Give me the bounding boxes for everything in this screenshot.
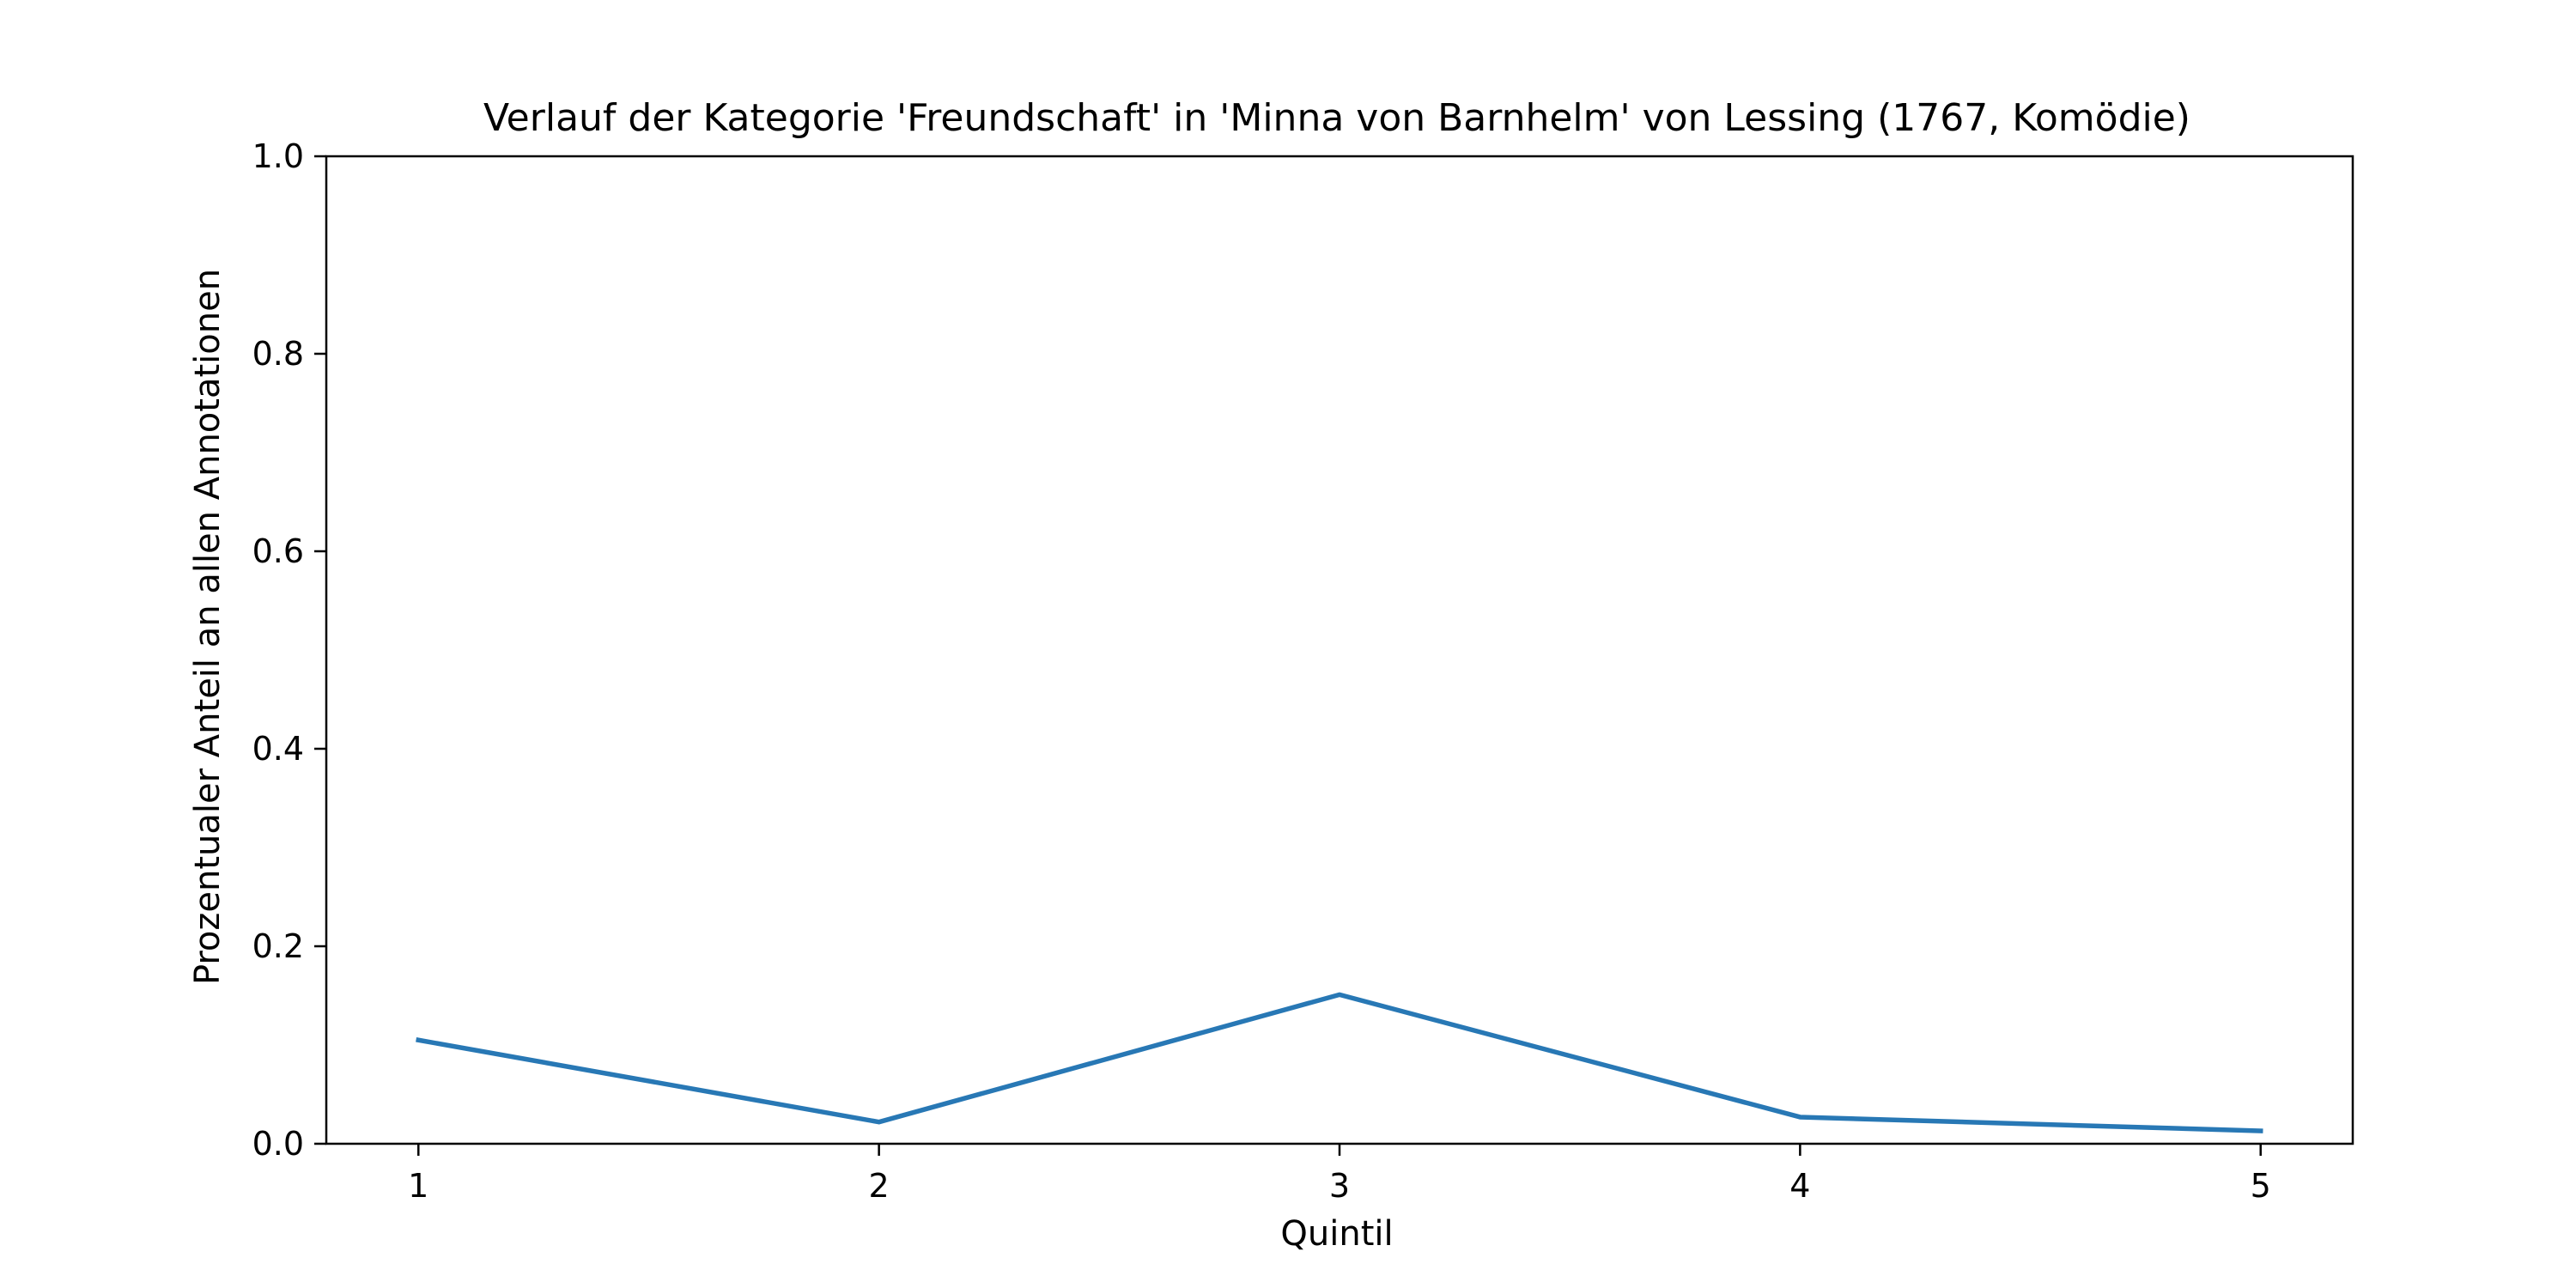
y-tick-label: 0.8: [252, 335, 304, 373]
x-tick-label: 2: [869, 1167, 890, 1205]
y-tick-label: 0.4: [252, 730, 304, 768]
y-tick-label: 0.0: [252, 1125, 304, 1163]
y-tick-label: 0.6: [252, 532, 304, 570]
x-axis-label: Quintil: [1280, 1214, 1393, 1254]
x-tick-label: 4: [1789, 1167, 1810, 1205]
y-axis-label: Prozentualer Anteil an allen Annotatione…: [188, 269, 228, 985]
chart-title: Verlauf der Kategorie 'Freundschaft' in …: [483, 96, 2190, 140]
x-axis: 1 2 3 4 5: [408, 1144, 2271, 1205]
x-tick-label: 3: [1329, 1167, 1350, 1205]
series-layer: [416, 992, 2263, 1133]
x-tick-label: 1: [408, 1167, 428, 1205]
series-line-0: [416, 992, 2263, 1133]
y-tick-label: 0.2: [252, 927, 304, 965]
y-axis: 0.0 0.2 0.4 0.6 0.8 1.0: [252, 137, 326, 1163]
x-tick-label: 5: [2251, 1167, 2271, 1205]
y-tick-label: 1.0: [252, 137, 304, 175]
